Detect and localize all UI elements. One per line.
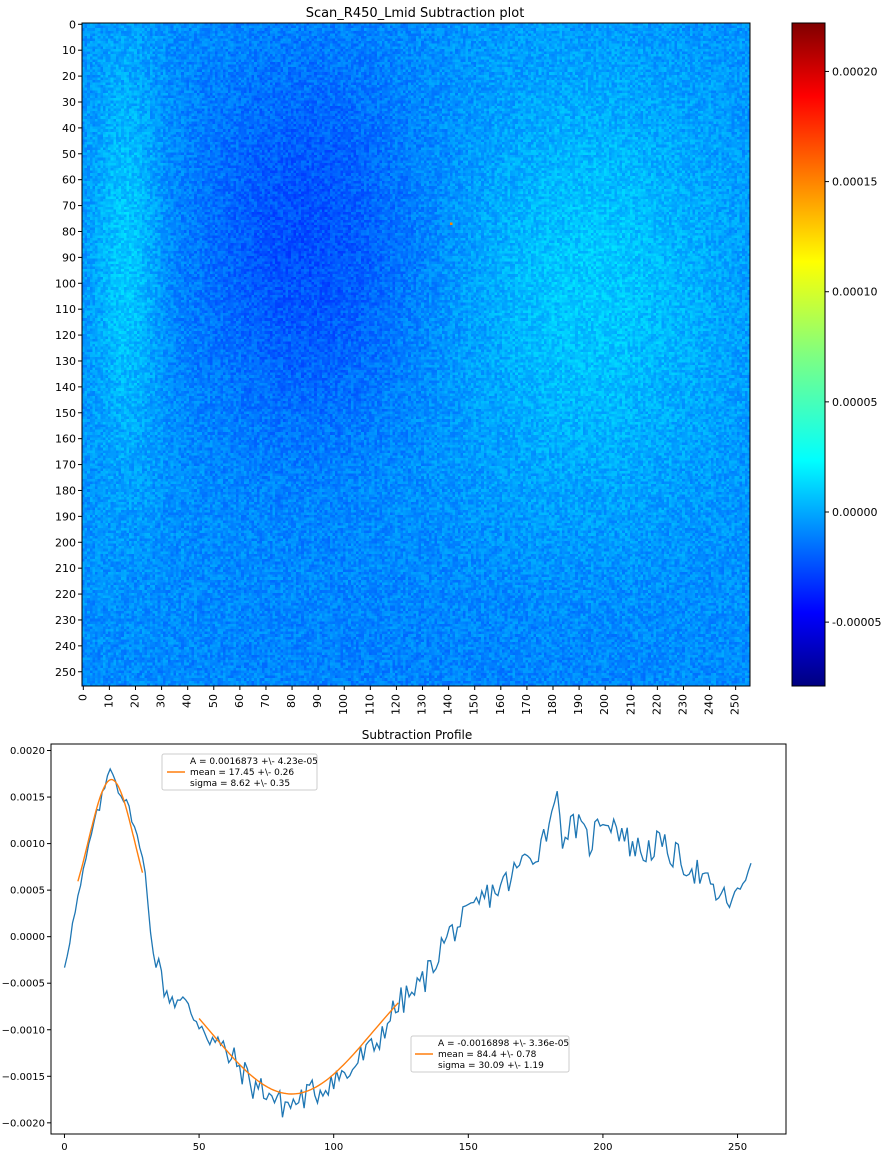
heatmap-x-tick-label: 120 [389, 694, 402, 715]
heatmap-x-tick-label: 90 [311, 694, 324, 708]
profile-y-tick-label: −0.0005 [2, 979, 45, 990]
profile-y-tick-label: 0.0005 [10, 886, 45, 897]
profile-frame [50, 743, 787, 1135]
colorbar-tick-label: 0.00020 [832, 65, 878, 78]
heatmap-y-tick-label: 70 [62, 200, 76, 213]
profile-x-tick-label: 200 [593, 1142, 612, 1153]
heatmap-y-tick-label: 120 [55, 329, 76, 342]
heatmap-x-tick-label: 30 [155, 694, 168, 708]
heatmap-x-tick-label: 80 [285, 694, 298, 708]
heatmap-y-tick-label: 10 [62, 44, 76, 57]
heatmap-x-tick-label: 100 [337, 694, 350, 715]
heatmap-x-tick-label: 20 [128, 694, 141, 708]
legend-fit-2-line-2: mean = 84.4 +\- 0.78 [438, 1050, 537, 1060]
profile-y-tick-label: −0.0015 [2, 1072, 45, 1083]
legend-fit-1: A = 0.0016873 +\- 4.23e-05 mean = 17.45 … [161, 753, 318, 791]
heatmap-y-tick-label: 130 [55, 355, 76, 368]
profile-x-tick-label: 50 [193, 1142, 206, 1153]
heatmap-x-tick-label: 230 [676, 694, 689, 715]
colorbar-tick-label: 0.00000 [832, 506, 878, 519]
heatmap-y-tick-label: 110 [55, 303, 76, 316]
heatmap-y-tick-label: 160 [55, 433, 76, 446]
profile-y-tick-label: −0.0010 [2, 1025, 45, 1036]
heatmap-y-tick-label: 150 [55, 407, 76, 420]
heatmap-y-tick-label: 170 [55, 459, 76, 472]
heatmap-y-axis: 0 10 20 30 40 50 60 70 80 90 100 110 120 130 140 150 160… [55, 18, 82, 679]
legend-fit-2-line-1: A = -0.0016898 +\- 3.36e-05 [438, 1039, 569, 1049]
heatmap-x-axis: 0 10 20 30 40 50 60 70 80 90 100 110 120 130 140 150 160… [76, 686, 742, 715]
profile-title: Subtraction Profile [362, 728, 473, 742]
profile-x-tick-label: 100 [324, 1142, 343, 1153]
heatmap-x-tick-label: 0 [76, 694, 89, 701]
heatmap-x-tick-label: 10 [102, 694, 115, 708]
heatmap-x-tick-label: 40 [181, 694, 194, 708]
heatmap-x-tick-label: 200 [598, 694, 611, 715]
profile-y-tick-label: 0.0015 [10, 793, 45, 804]
heatmap-y-tick-label: 50 [62, 148, 76, 161]
heatmap-x-tick-label: 250 [729, 694, 742, 715]
heatmap-y-tick-label: 250 [55, 666, 76, 679]
heatmap-y-tick-label: 240 [55, 640, 76, 653]
heatmap-y-tick-label: 180 [55, 484, 76, 497]
heatmap-y-tick-label: 230 [55, 614, 76, 627]
profile-y-tick-label: 0.0020 [10, 746, 45, 757]
heatmap-title: Scan_R450_Lmid Subtraction plot [306, 6, 525, 21]
heatmap-x-tick-label: 70 [259, 694, 272, 708]
profile-y-tick-label: 0.0010 [10, 839, 45, 850]
heatmap-x-tick-label: 50 [207, 694, 220, 708]
profile-data-line [63, 767, 752, 1118]
heatmap-x-tick-label: 150 [468, 694, 481, 715]
profile-series [63, 767, 752, 1118]
heatmap-x-tick-label: 110 [363, 694, 376, 715]
profile-x-axis: 0 50 100 150 200 250 [61, 1134, 747, 1153]
heatmap-y-tick-label: 80 [62, 225, 76, 238]
profile-y-tick-label: −0.0020 [2, 1118, 45, 1129]
colorbar-tick-label: 0.00010 [832, 286, 878, 299]
heatmap-x-tick-label: 220 [650, 694, 663, 715]
legend-fit-2-line-3: sigma = 30.09 +\- 1.19 [438, 1061, 544, 1071]
profile-x-tick-label: 250 [728, 1142, 747, 1153]
heatmap-y-tick-label: 20 [62, 70, 76, 83]
heatmap-y-tick-label: 90 [62, 251, 76, 264]
colorbar-axis: -0.00005 0.00000 0.00005 0.00010 0.00015 0.00… [825, 65, 881, 629]
heatmap-frame [81, 22, 751, 687]
profile-x-tick-label: 0 [61, 1142, 67, 1153]
colorbar [791, 22, 826, 687]
heatmap-y-tick-label: 140 [55, 381, 76, 394]
heatmap-x-tick-label: 180 [546, 694, 559, 715]
profile-y-axis: 0.0020 0.0015 0.0010 0.0005 0.0000 −0.0005 −0.… [2, 746, 51, 1129]
colorbar-tick-label: -0.00005 [832, 616, 881, 629]
profile-fit-line-2 [198, 1002, 399, 1095]
heatmap-x-tick-label: 130 [416, 694, 429, 715]
legend-fit-1-line-3: sigma = 8.62 +\- 0.35 [190, 779, 290, 789]
colorbar-tick-label: 0.00015 [832, 176, 878, 189]
heatmap-x-tick-label: 170 [520, 694, 533, 715]
profile-fit-line-1 [77, 778, 144, 882]
heatmap-y-tick-label: 30 [62, 96, 76, 109]
heatmap-x-tick-label: 60 [233, 694, 246, 708]
heatmap-image [82, 23, 750, 686]
heatmap-x-tick-label: 210 [624, 694, 637, 715]
heatmap-y-tick-label: 60 [62, 174, 76, 187]
heatmap-y-tick-label: 100 [55, 277, 76, 290]
heatmap-y-tick-label: 190 [55, 510, 76, 523]
colorbar-tick-label: 0.00005 [832, 396, 878, 409]
heatmap-x-tick-label: 240 [703, 694, 716, 715]
heatmap-y-tick-label: 40 [62, 122, 76, 135]
profile-y-tick-label: 0.0000 [10, 932, 45, 943]
profile-x-tick-label: 150 [459, 1142, 478, 1153]
heatmap-x-tick-label: 140 [442, 694, 455, 715]
heatmap-y-tick-label: 210 [55, 562, 76, 575]
legend-fit-1-line-2: mean = 17.45 +\- 0.26 [190, 768, 294, 778]
heatmap-y-tick-label: 220 [55, 588, 76, 601]
heatmap-x-tick-label: 190 [572, 694, 585, 715]
legend-fit-1-line-1: A = 0.0016873 +\- 4.23e-05 [190, 757, 318, 767]
heatmap-plot-area [81, 22, 751, 687]
legend-fit-2: A = -0.0016898 +\- 3.36e-05 mean = 84.4 … [410, 1035, 570, 1073]
heatmap-x-tick-label: 160 [494, 694, 507, 715]
heatmap-y-tick-label: 0 [69, 18, 76, 31]
heatmap-y-tick-label: 200 [55, 536, 76, 549]
